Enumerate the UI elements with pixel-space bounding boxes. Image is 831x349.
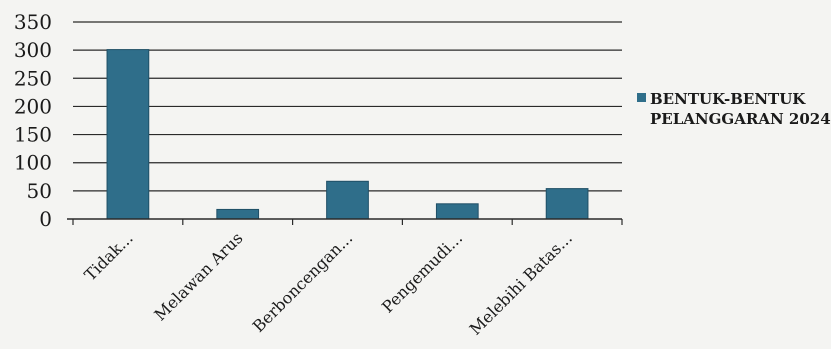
x-category-label: Tidak...	[80, 228, 136, 284]
y-tick-label: 250	[14, 66, 52, 90]
x-category-label: Pengemudi...	[378, 228, 466, 316]
y-tick-label: 100	[14, 151, 52, 175]
legend: BENTUK-BENTUK PELANGGARAN 2024	[637, 90, 831, 128]
y-tick-label: 0	[39, 207, 52, 231]
y-axis-tick-labels: 0 50 100 150 200 250 300 350	[14, 10, 52, 231]
y-tick-label: 200	[14, 94, 52, 118]
bar	[435, 203, 479, 220]
grid-lines	[73, 21, 622, 192]
x-axis	[67, 218, 623, 225]
bar	[216, 208, 260, 220]
legend-label-line1: BENTUK-BENTUK	[650, 90, 806, 108]
legend-swatch	[637, 93, 646, 102]
y-tick-label: 50	[27, 179, 52, 203]
y-tick-label: 300	[14, 38, 52, 62]
x-category-label: Melebihi Batas...	[466, 228, 576, 338]
bar	[545, 188, 589, 220]
x-axis-category-labels: Tidak... Melawan Arus Berboncengan... Penge…	[80, 228, 575, 338]
y-tick-label: 350	[14, 10, 52, 34]
bar	[326, 180, 369, 220]
x-category-label: Berboncengan...	[249, 228, 357, 336]
legend-label-line2: PELANGGARAN 2024	[650, 110, 831, 128]
x-category-label: Melawan Arus	[150, 228, 246, 324]
bar	[106, 49, 150, 220]
y-tick-label: 150	[14, 123, 52, 147]
